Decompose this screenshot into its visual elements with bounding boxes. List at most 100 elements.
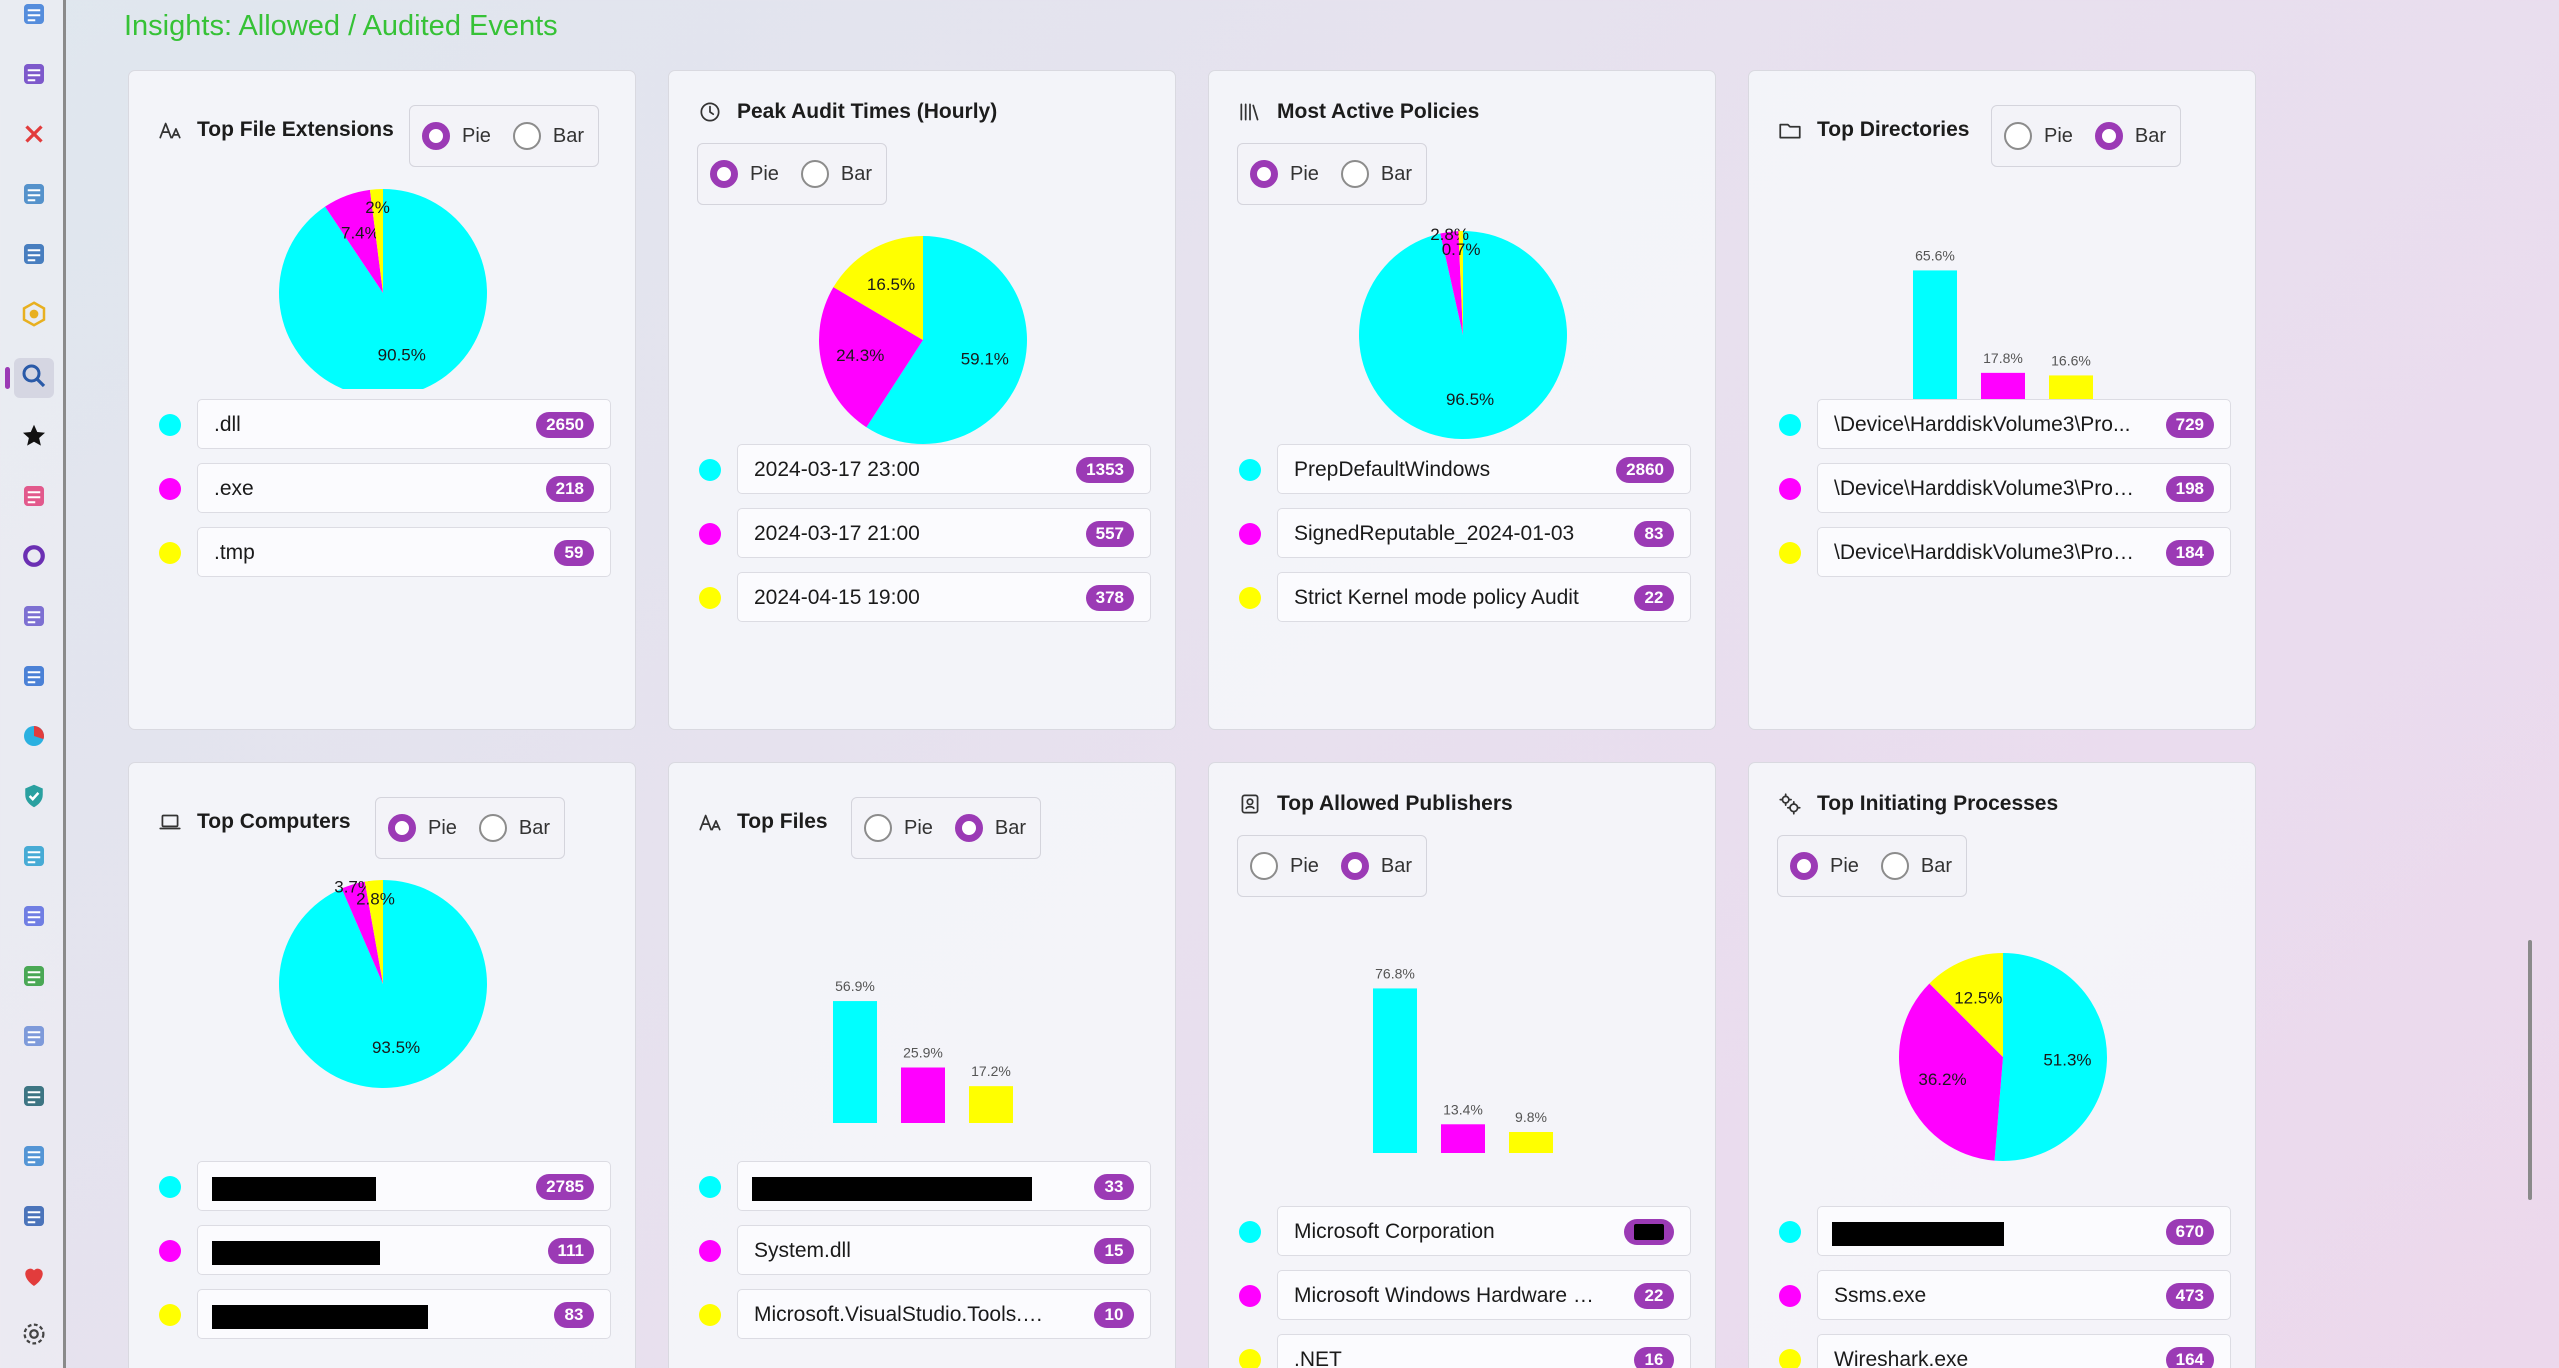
rail-item-close-x[interactable] [14, 116, 54, 156]
radio-circle[interactable] [422, 122, 450, 150]
legend-item[interactable]: \Device\HarddiskVolume3\Pro... 729 [1749, 399, 2257, 451]
legend-item[interactable]: Strict Kernel mode policy Audit 22 [1209, 572, 1717, 624]
legend-pill[interactable]: \Device\HarddiskVolume3\Prog... 198 [1817, 463, 2231, 513]
rail-item-gear-puzzle[interactable] [14, 838, 54, 878]
legend-item[interactable]: 670 [1749, 1206, 2257, 1258]
radio-pie[interactable]: Pie [1250, 160, 1319, 188]
legend-pill[interactable]: 2024-04-15 19:00 378 [737, 572, 1151, 622]
radio-circle[interactable] [388, 814, 416, 842]
radio-pie[interactable]: Pie [388, 814, 457, 842]
radio-bar[interactable]: Bar [1880, 852, 1952, 880]
legend-pill[interactable]: Wireshark.exe 164 [1817, 1334, 2231, 1368]
legend-item[interactable]: PrepDefaultWindows 2860 [1209, 444, 1717, 496]
radio-circle[interactable] [1790, 852, 1818, 880]
legend-item[interactable]: Microsoft.VisualStudio.Tools.App... 10 [669, 1289, 1177, 1341]
legend-pill[interactable]: 2024-03-17 23:00 1353 [737, 444, 1151, 494]
legend-pill[interactable]: 2024-03-17 21:00 557 [737, 508, 1151, 558]
legend-item[interactable]: 83 [129, 1289, 637, 1341]
legend-item[interactable]: Microsoft Corporation [1209, 1206, 1717, 1258]
legend-item[interactable]: 2785 [129, 1161, 637, 1213]
radio-bar[interactable]: Bar [1340, 852, 1412, 880]
legend-item[interactable]: .exe 218 [129, 463, 637, 515]
rail-item-notebook[interactable] [14, 1138, 54, 1178]
radio-pie[interactable]: Pie [1250, 852, 1319, 880]
legend-pill[interactable]: Microsoft Windows Hardware C... 22 [1277, 1270, 1691, 1320]
legend-item[interactable]: .tmp 59 [129, 527, 637, 579]
legend-pill[interactable]: 111 [197, 1225, 611, 1275]
legend-pill[interactable]: System.dll 15 [737, 1225, 1151, 1275]
radio-circle[interactable] [710, 160, 738, 188]
legend-item[interactable]: 2024-03-17 23:00 1353 [669, 444, 1177, 496]
radio-circle[interactable] [478, 814, 507, 842]
legend-item[interactable]: 111 [129, 1225, 637, 1277]
rail-item-github[interactable] [14, 1078, 54, 1118]
radio-circle[interactable] [864, 814, 892, 842]
radio-circle[interactable] [512, 122, 541, 150]
legend-item[interactable]: 33 [669, 1161, 1177, 1213]
rail-item-atom[interactable] [14, 898, 54, 938]
rail-item-star[interactable] [14, 418, 54, 458]
legend-item[interactable]: Wireshark.exe 164 [1749, 1334, 2257, 1368]
legend-pill[interactable]: Microsoft.VisualStudio.Tools.App... 10 [737, 1289, 1151, 1339]
radio-bar[interactable]: Bar [512, 122, 584, 150]
legend-item[interactable]: .dll 2650 [129, 399, 637, 451]
legend-pill[interactable]: Ssms.exe 473 [1817, 1270, 2231, 1320]
radio-circle[interactable] [954, 814, 983, 842]
legend-item[interactable]: \Device\HarddiskVolume3\Prog... 198 [1749, 463, 2257, 515]
radio-pie[interactable]: Pie [2004, 122, 2073, 150]
legend-item[interactable]: 2024-04-15 19:00 378 [669, 572, 1177, 624]
rail-item-checklist[interactable] [14, 236, 54, 276]
legend-pill[interactable]: Strict Kernel mode policy Audit 22 [1277, 572, 1691, 622]
legend-item[interactable]: 2024-03-17 21:00 557 [669, 508, 1177, 560]
radio-circle[interactable] [800, 160, 829, 188]
rail-item-flow[interactable] [14, 1198, 54, 1238]
legend-item[interactable]: .NET 16 [1209, 1334, 1717, 1368]
legend-item[interactable]: System.dll 15 [669, 1225, 1177, 1277]
rail-item-grid[interactable] [14, 0, 54, 36]
legend-pill[interactable]: SignedReputable_2024-01-03 83 [1277, 508, 1691, 558]
legend-pill[interactable]: 670 [1817, 1206, 2231, 1256]
legend-pill[interactable]: .NET 16 [1277, 1334, 1691, 1368]
radio-circle[interactable] [1340, 852, 1369, 880]
rail-item-document-scan[interactable] [14, 1018, 54, 1058]
radio-bar[interactable]: Bar [478, 814, 550, 842]
rail-item-layers[interactable] [14, 658, 54, 698]
radio-pie[interactable]: Pie [864, 814, 933, 842]
radio-circle[interactable] [1340, 160, 1369, 188]
legend-pill[interactable]: \Device\HarddiskVolume3\Pro... 729 [1817, 399, 2231, 449]
rail-item-heart-book[interactable] [14, 478, 54, 518]
rail-item-hexagon[interactable] [14, 296, 54, 336]
legend-pill[interactable]: .exe 218 [197, 463, 611, 513]
radio-bar[interactable]: Bar [1340, 160, 1412, 188]
legend-pill[interactable]: PrepDefaultWindows 2860 [1277, 444, 1691, 494]
legend-pill[interactable]: Microsoft Corporation [1277, 1206, 1691, 1256]
radio-circle[interactable] [1880, 852, 1909, 880]
radio-circle[interactable] [2004, 122, 2032, 150]
radio-bar[interactable]: Bar [2094, 122, 2166, 150]
radio-circle[interactable] [2094, 122, 2123, 150]
radio-circle[interactable] [1250, 852, 1278, 880]
radio-pie[interactable]: Pie [710, 160, 779, 188]
radio-pie[interactable]: Pie [1790, 852, 1859, 880]
rail-item-ring[interactable] [14, 538, 54, 578]
rail-item-search[interactable] [5, 358, 54, 398]
rail-item-settings-cog[interactable] [14, 958, 54, 998]
radio-circle[interactable] [1250, 160, 1278, 188]
rail-item-film[interactable] [14, 56, 54, 96]
legend-pill[interactable]: .dll 2650 [197, 399, 611, 449]
legend-pill[interactable]: 2785 [197, 1161, 611, 1211]
legend-pill[interactable]: \Device\HarddiskVolume3\Prog... 184 [1817, 527, 2231, 577]
vertical-scrollbar[interactable] [2528, 940, 2532, 1200]
rail-item-heart[interactable] [14, 1258, 54, 1298]
rail-item-shield-check[interactable] [14, 778, 54, 818]
legend-item[interactable]: SignedReputable_2024-01-03 83 [1209, 508, 1717, 560]
legend-item[interactable]: \Device\HarddiskVolume3\Prog... 184 [1749, 527, 2257, 579]
legend-pill[interactable]: 83 [197, 1289, 611, 1339]
legend-pill[interactable]: 33 [737, 1161, 1151, 1211]
radio-bar[interactable]: Bar [800, 160, 872, 188]
legend-pill[interactable]: .tmp 59 [197, 527, 611, 577]
legend-item[interactable]: Ssms.exe 473 [1749, 1270, 2257, 1322]
rail-item-browser[interactable] [14, 176, 54, 216]
radio-bar[interactable]: Bar [954, 814, 1026, 842]
rail-item-rocket[interactable] [14, 598, 54, 638]
